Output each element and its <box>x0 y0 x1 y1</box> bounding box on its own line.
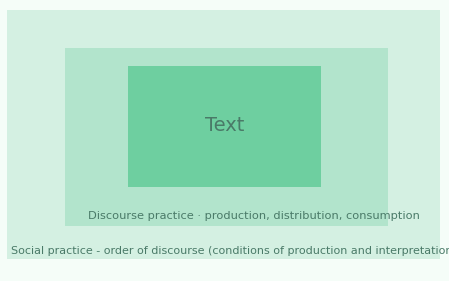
Text: Text: Text <box>205 115 244 135</box>
Text: Social practice - order of discourse (conditions of production and interpretatio: Social practice - order of discourse (co… <box>11 246 449 256</box>
Text: Discourse practice · production, distribution, consumption: Discourse practice · production, distrib… <box>88 210 419 221</box>
Bar <box>7 10 440 259</box>
Bar <box>65 48 388 226</box>
Bar <box>128 66 321 187</box>
